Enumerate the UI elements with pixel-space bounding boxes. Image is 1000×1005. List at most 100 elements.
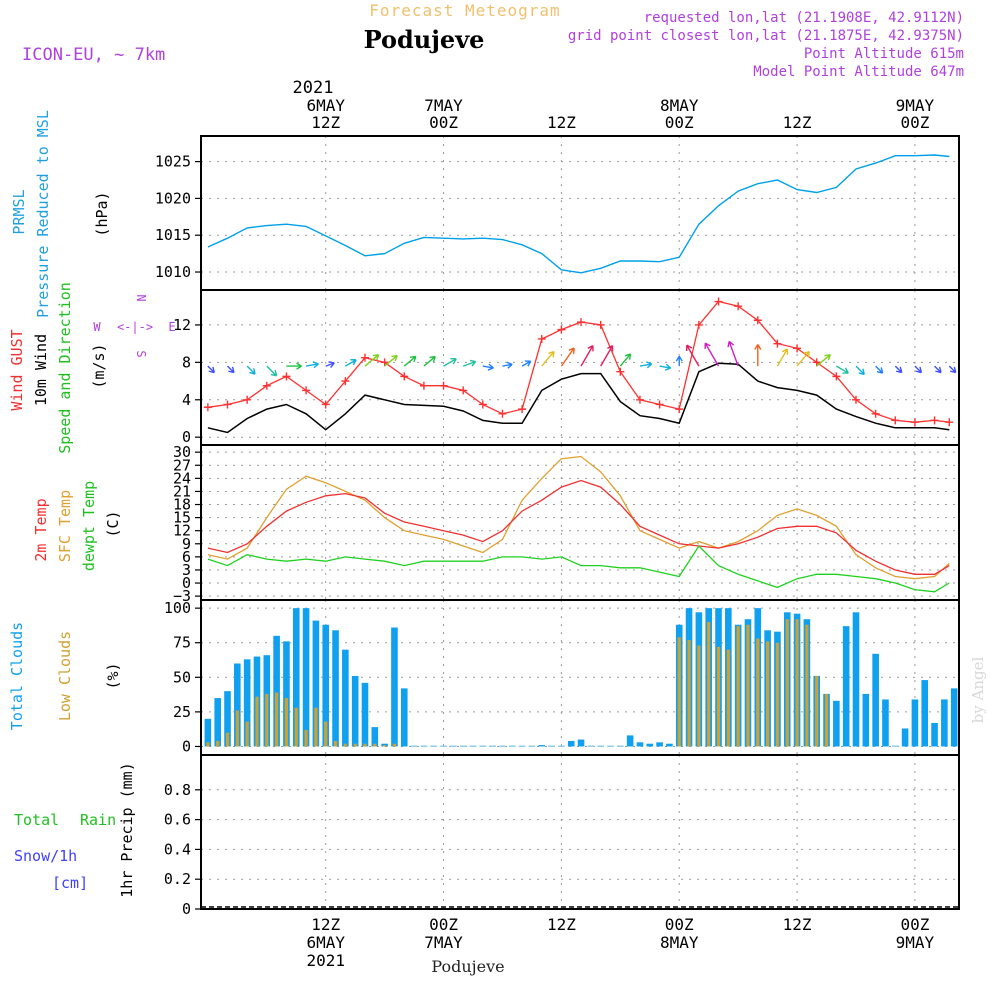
gust-marker [910, 418, 919, 427]
low-cloud-bar [255, 696, 259, 747]
ytick-label: 0.8 [164, 781, 191, 799]
time-label-top-day: 6MAY [306, 96, 345, 115]
ytick-label: 0 [182, 574, 191, 592]
gust-marker [832, 372, 841, 381]
total-cloud-bar [224, 691, 231, 747]
wind-arrow [305, 361, 319, 369]
total-cloud-bar [882, 699, 889, 747]
ytick-label: 75 [173, 634, 191, 652]
low-cloud-bar [216, 740, 220, 747]
low-cloud-bar [333, 740, 338, 747]
total-cloud-bar [489, 745, 496, 747]
total-cloud-bar [292, 608, 300, 747]
gust-marker [675, 405, 684, 414]
time-label-top-day: 7MAY [424, 96, 463, 115]
ytick-label: 0 [182, 900, 191, 918]
total-cloud-bar [273, 635, 280, 747]
total-cloud-bar [597, 745, 604, 747]
wind-arrow [659, 363, 672, 371]
gust-marker [478, 400, 487, 409]
total-cloud-bar [214, 698, 221, 747]
ytick-label: 3 [182, 561, 191, 579]
compass-e: E [168, 320, 175, 334]
total-cloud-bar [234, 663, 241, 747]
ytick-label: 100 [164, 599, 191, 617]
ytick-label: 1020 [155, 189, 191, 207]
prmsl-label-long: Pressure Reduced to MSL [34, 110, 52, 318]
ytick-label: 18 [173, 496, 191, 514]
compass-n: N [134, 294, 148, 301]
low-cloud-bar [677, 637, 681, 747]
gust-marker [243, 395, 252, 404]
low-cloud-bar [785, 619, 789, 747]
total-cloud-bar [891, 745, 899, 747]
total-cloud-bar [410, 745, 418, 747]
low-cloud-bar [726, 649, 730, 747]
panel-frame [200, 444, 960, 601]
low-cloud-bar [294, 707, 298, 747]
total-cloud-bar [921, 680, 929, 747]
wind-arrow [816, 354, 831, 367]
low-cloud-bar [363, 743, 367, 747]
gust-marker [419, 381, 428, 390]
wind-arrow [266, 365, 278, 377]
low-cloud-bar [716, 646, 721, 747]
total-cloud-bar [587, 745, 595, 747]
gust-marker [302, 386, 311, 395]
compass-s: S [134, 350, 148, 357]
low-cloud-bar [746, 624, 750, 747]
time-label-bottom-hour: 12Z [547, 915, 576, 934]
wind-arrow [704, 342, 720, 367]
total-cloud-bar [518, 745, 526, 747]
low-cloud-bar [687, 639, 691, 747]
header-model-altitude: Model Point Altitude 647m [753, 64, 964, 80]
total-cloud-bar [577, 739, 585, 747]
header-station: Podujeve [364, 25, 485, 54]
total-cloud-bar [950, 688, 958, 747]
ytick-label: 1010 [155, 263, 191, 281]
total-cloud-bar [243, 659, 251, 747]
ytick-label: 0 [182, 737, 191, 755]
total-cloud-bar [469, 745, 477, 747]
wind-arrow [639, 361, 653, 369]
snow-label: Snow/1h [14, 847, 77, 865]
wind-arrow [502, 361, 513, 369]
dew-label: dewpt Temp [80, 481, 98, 571]
gust-marker [655, 400, 664, 409]
gust-marker [577, 318, 586, 327]
wind-arrow [875, 365, 884, 374]
gust-marker [498, 409, 507, 418]
low-cloud-bar [756, 638, 760, 747]
total-cloud-bar [391, 627, 398, 747]
wind-arrow [423, 355, 436, 367]
total-cloud-bar [931, 722, 938, 747]
low-cloud-bar [343, 743, 347, 747]
low-cloud-bar [383, 745, 387, 747]
total-cloud-bar [548, 745, 555, 747]
total-cloud-bar [400, 688, 408, 747]
gust-marker [360, 353, 369, 362]
wind-arrow [776, 348, 789, 367]
low-cloud-bar [235, 710, 239, 747]
ytick-label: 6 [182, 548, 191, 566]
ytick-label: 30 [173, 443, 191, 461]
ytick-label: −3 [173, 587, 191, 605]
wind-arrow [580, 344, 594, 367]
total-cloud-bar [430, 745, 438, 747]
total-cloud-bar [636, 742, 644, 747]
wind-arrow [948, 365, 957, 374]
total-cloud-bar [538, 745, 546, 747]
total-cloud-bar [666, 743, 673, 747]
wind10-line [207, 362, 950, 434]
ytick-label: 50 [173, 668, 191, 686]
compass-arrows: <-|-> [117, 320, 153, 334]
low-cloud-bar [824, 693, 829, 747]
total-cloud-bar [626, 735, 634, 747]
header-model: ICON-EU, ~ 7km [22, 45, 165, 65]
wind-arrow [796, 350, 810, 367]
total-cloud-bar [302, 608, 310, 747]
gust-marker [616, 367, 625, 376]
total-cloud-bar [420, 745, 428, 747]
total-cloud-bar [351, 675, 359, 747]
